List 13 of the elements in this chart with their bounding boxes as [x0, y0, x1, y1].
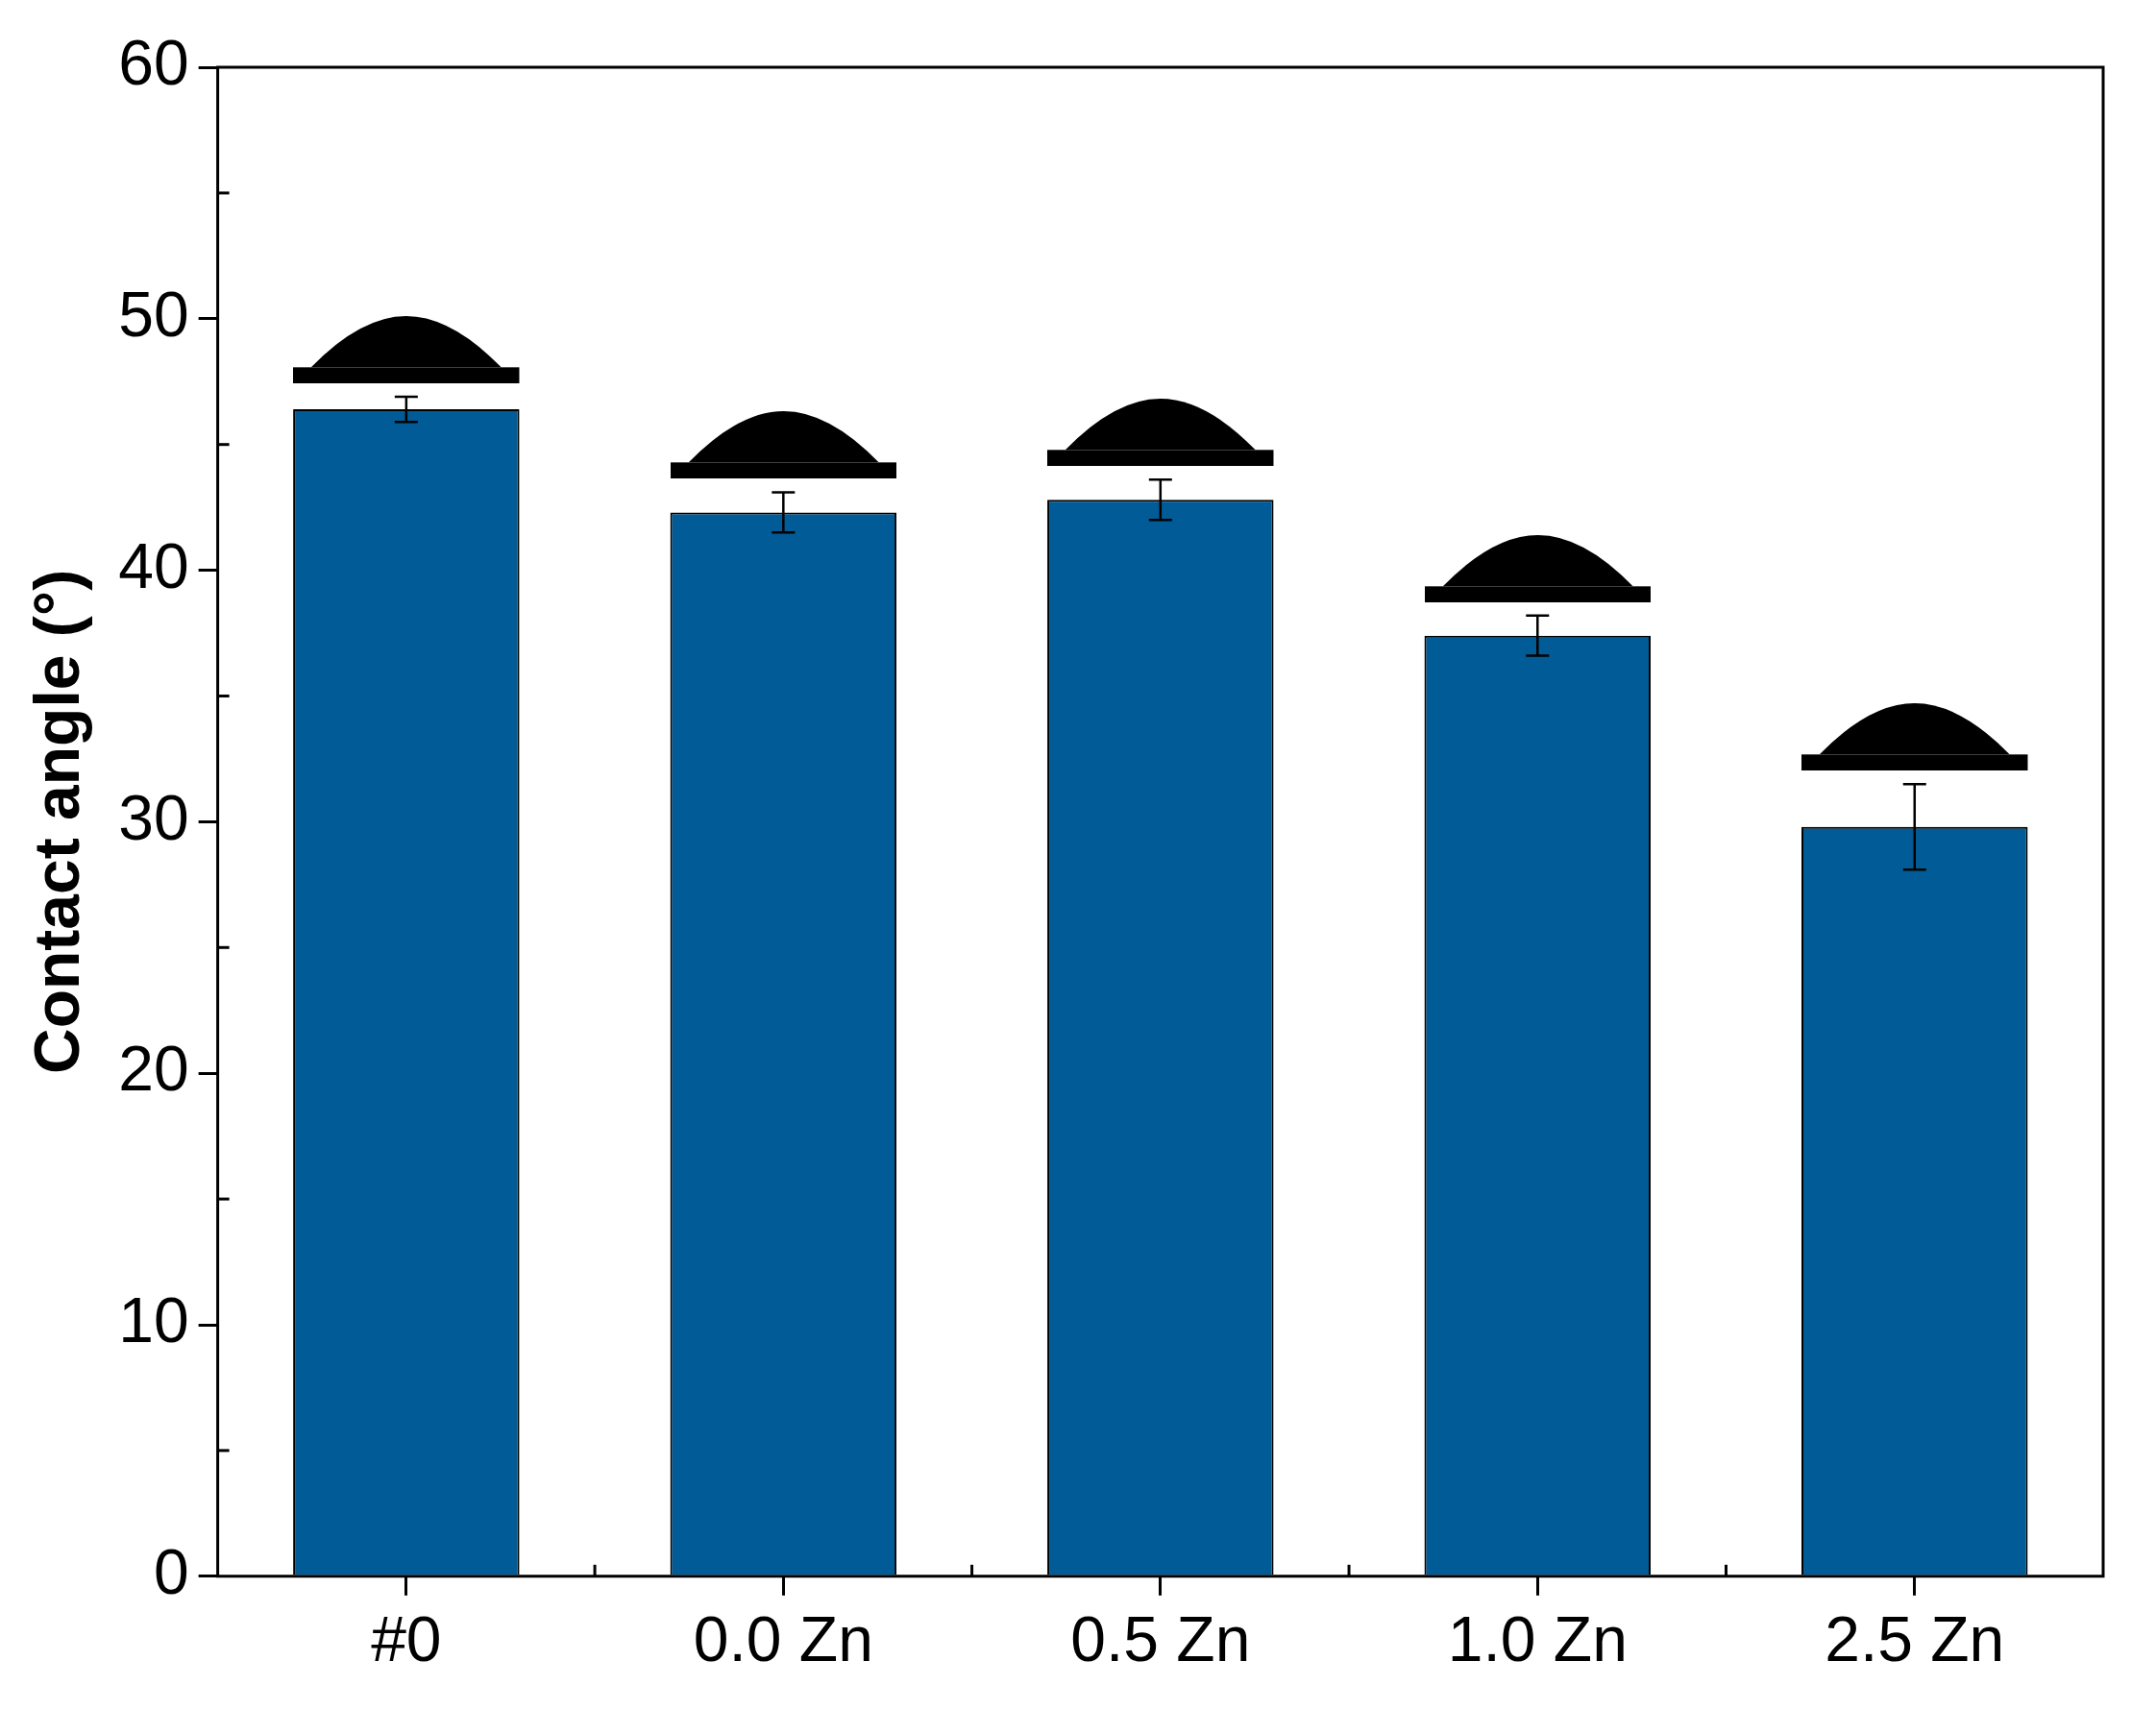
x-tick-label: #0 — [371, 1602, 442, 1674]
y-tick-label: 10 — [118, 1284, 189, 1356]
y-tick-label: 30 — [118, 781, 189, 853]
x-tick-label: 0.5 Zn — [1070, 1602, 1251, 1674]
y-tick-label: 0 — [153, 1536, 189, 1607]
x-tick-label: 1.0 Zn — [1447, 1602, 1628, 1674]
x-tick-label: 0.0 Zn — [693, 1602, 873, 1674]
y-axis-title: Contact angle (°) — [20, 569, 92, 1074]
x-tick-label: 2.5 Zn — [1825, 1602, 2005, 1674]
y-tick-label: 50 — [118, 279, 189, 350]
y-tick-label: 20 — [118, 1033, 189, 1105]
y-tick-label: 60 — [118, 27, 189, 99]
y-tick-label: 40 — [118, 529, 189, 601]
